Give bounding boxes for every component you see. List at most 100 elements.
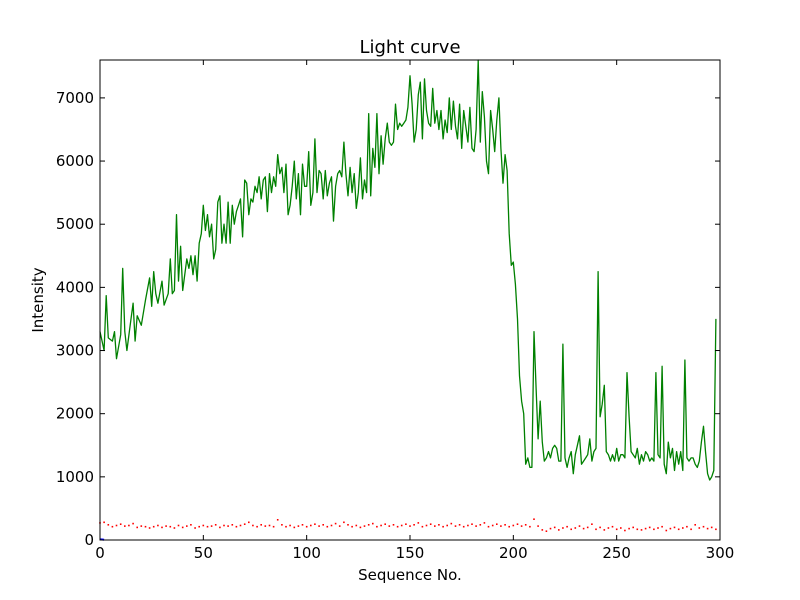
series-1-point-74 bbox=[405, 523, 407, 525]
y-tick-label-7000: 7000 bbox=[56, 89, 94, 107]
series-1-point-148 bbox=[710, 526, 713, 529]
series-1-point-97 bbox=[500, 525, 502, 527]
series-1-point-15 bbox=[161, 526, 163, 529]
series-1-point-43 bbox=[276, 519, 279, 521]
series-0-line bbox=[99, 59, 717, 481]
series-1-point-35 bbox=[243, 523, 246, 525]
series-1-point-40 bbox=[264, 525, 267, 527]
y-tick-label-2000: 2000 bbox=[56, 405, 94, 423]
series-1-point-16 bbox=[165, 525, 167, 527]
series-1-point-44 bbox=[281, 524, 283, 526]
series-1-point-51 bbox=[310, 524, 312, 527]
x-tick-label-200: 200 bbox=[499, 544, 528, 562]
series-1-point-54 bbox=[322, 524, 324, 526]
series-1-point-48 bbox=[297, 525, 300, 527]
series-1-point-147 bbox=[706, 527, 709, 530]
series-1-point-42 bbox=[272, 525, 275, 528]
y-tick-label-4000: 4000 bbox=[56, 278, 94, 296]
series-1-point-20 bbox=[181, 526, 184, 529]
series-1-point-49 bbox=[301, 524, 304, 526]
series-1-point-145 bbox=[698, 527, 701, 529]
series-1 bbox=[99, 518, 717, 532]
series-1-point-130 bbox=[636, 528, 639, 531]
series-1-point-113 bbox=[566, 525, 568, 528]
series-1-point-123 bbox=[607, 527, 610, 529]
series-1-point-57 bbox=[334, 522, 337, 525]
series-1-point-104 bbox=[529, 525, 531, 528]
series-1-point-64 bbox=[363, 525, 366, 527]
series-1-point-7 bbox=[128, 524, 130, 527]
x-tick-label-150: 150 bbox=[396, 544, 425, 562]
series-1-point-76 bbox=[413, 524, 415, 526]
series-1-point-127 bbox=[624, 529, 626, 532]
series-1-point-100 bbox=[512, 524, 515, 527]
series-1-point-124 bbox=[611, 525, 614, 528]
series-1-point-59 bbox=[343, 521, 345, 524]
series-1-point-94 bbox=[487, 525, 490, 528]
series-1-point-5 bbox=[119, 523, 122, 525]
series-1-point-141 bbox=[682, 527, 684, 529]
series-1-point-18 bbox=[173, 527, 176, 529]
series-1-point-84 bbox=[446, 524, 448, 527]
series-1-point-105 bbox=[533, 518, 535, 520]
series-1-point-136 bbox=[661, 525, 663, 528]
series-1-point-115 bbox=[574, 527, 577, 529]
series-0 bbox=[99, 59, 717, 481]
series-1-point-110 bbox=[553, 526, 556, 529]
x-tick-label-100: 100 bbox=[292, 544, 321, 562]
series-1-point-119 bbox=[591, 523, 593, 525]
x-axis-label: Sequence No. bbox=[358, 566, 462, 584]
series-1-point-109 bbox=[549, 527, 552, 530]
series-1-point-101 bbox=[516, 523, 519, 525]
series-1-point-25 bbox=[202, 524, 205, 527]
series-1-point-10 bbox=[140, 525, 143, 527]
series-1-point-144 bbox=[694, 524, 696, 526]
series-1-point-149 bbox=[715, 528, 717, 531]
series-1-point-34 bbox=[239, 524, 242, 527]
y-tick-label-3000: 3000 bbox=[56, 342, 94, 360]
series-1-point-92 bbox=[479, 524, 482, 526]
y-axis-label: Intensity bbox=[29, 267, 47, 332]
series-1-point-69 bbox=[384, 523, 386, 525]
series-1-point-128 bbox=[628, 527, 630, 530]
series-1-point-134 bbox=[653, 528, 655, 531]
series-1-point-38 bbox=[256, 525, 258, 528]
series-1-point-75 bbox=[409, 525, 411, 527]
chart-title: Light curve bbox=[359, 37, 460, 58]
series-1-point-19 bbox=[177, 524, 180, 527]
series-1-point-8 bbox=[132, 522, 134, 525]
series-1-point-81 bbox=[434, 525, 436, 527]
y-tick-label-6000: 6000 bbox=[56, 152, 94, 170]
series-1-point-116 bbox=[578, 525, 581, 527]
series-1-point-47 bbox=[293, 526, 296, 529]
series-1-point-143 bbox=[690, 528, 692, 531]
series-1-point-106 bbox=[537, 525, 539, 527]
series-1-point-56 bbox=[330, 524, 333, 527]
series-1-point-126 bbox=[620, 527, 622, 529]
series-1-point-33 bbox=[235, 525, 238, 528]
series-1-point-29 bbox=[219, 526, 221, 529]
series-1-point-30 bbox=[223, 524, 225, 527]
series-1-point-78 bbox=[421, 525, 424, 528]
series-1-point-89 bbox=[467, 524, 469, 527]
series-1-point-60 bbox=[347, 524, 349, 526]
series-1-point-91 bbox=[475, 525, 477, 527]
series-1-point-55 bbox=[326, 525, 329, 528]
series-1-point-83 bbox=[442, 525, 444, 528]
series-1-point-80 bbox=[429, 523, 432, 525]
series-1-point-2 bbox=[107, 524, 110, 526]
series-1-point-137 bbox=[665, 529, 668, 532]
series-1-point-121 bbox=[599, 526, 601, 529]
series-1-point-108 bbox=[545, 530, 548, 532]
x-tick-label-250: 250 bbox=[602, 544, 631, 562]
series-1-point-61 bbox=[351, 525, 353, 528]
series-1-point-17 bbox=[169, 525, 172, 528]
series-1-point-107 bbox=[541, 529, 544, 531]
y-tick-label-0: 0 bbox=[84, 531, 94, 549]
series-1-point-114 bbox=[570, 528, 572, 531]
series-1-point-131 bbox=[640, 529, 643, 531]
plot-area-frame bbox=[99, 59, 721, 541]
series-1-point-63 bbox=[359, 526, 362, 529]
series-1-point-135 bbox=[657, 527, 659, 529]
x-tick-label-0: 0 bbox=[95, 544, 105, 562]
